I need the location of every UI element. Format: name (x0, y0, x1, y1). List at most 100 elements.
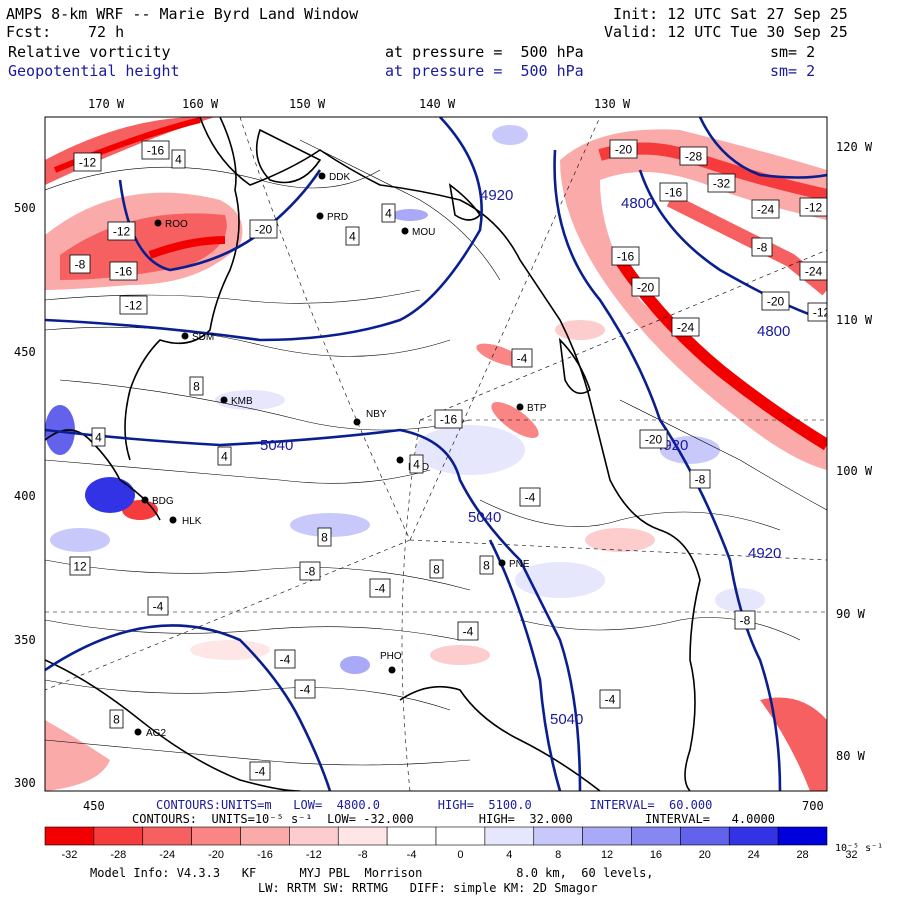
vorticity-label: -20 (767, 295, 785, 309)
vorticity-label-box (274, 649, 296, 669)
station-label: BDG (152, 496, 174, 507)
vorticity-label: -4 (375, 582, 386, 596)
vorticity-label-box (799, 261, 827, 281)
colorbar-tick-label: 24 (748, 849, 760, 861)
vorticity-label-box (73, 152, 102, 172)
pos-patch (492, 125, 528, 145)
vorticity-label-box (107, 221, 136, 241)
vorticity-label: -32 (713, 177, 731, 191)
bottom-tick-label: 450 (83, 799, 105, 813)
coastline-ross (124, 117, 240, 461)
map-layers: ROO DDK PRD MOU SDM KMB NBY HSD BTP PNE … (45, 117, 827, 791)
vorticity-label: -16 (665, 186, 683, 200)
vorticity-label-box (249, 219, 278, 239)
height-label: 4800 (757, 323, 790, 340)
left-tick-label: 500 (14, 201, 36, 215)
vorticity-label: -8 (75, 258, 86, 272)
colorbar-swatch (533, 826, 583, 846)
vorticity-label-box (671, 317, 700, 337)
colorbar-tick-label: 16 (650, 849, 662, 861)
station-dot (396, 456, 404, 464)
right-tick-label: 90 W (836, 607, 865, 621)
height-contour-4920 (45, 117, 483, 342)
vorticity-label: -4 (255, 765, 266, 779)
vorticity-label: -20 (637, 281, 655, 295)
vorticity-label: -24 (757, 203, 775, 217)
vorticity-label-box (294, 679, 316, 699)
colorbar-swatch (582, 826, 632, 846)
colorbar-swatch (337, 826, 388, 846)
station-dot (316, 212, 324, 220)
vorticity-label-box (799, 197, 827, 217)
colorbar-unit: 10⁻⁵ s⁻¹ (835, 843, 884, 854)
vorticity-label: 8 (193, 380, 200, 394)
vorticity-label: 4 (349, 230, 356, 244)
vorticity-label: 4 (221, 450, 228, 464)
vorticity-label: -20 (645, 433, 663, 447)
map-title: AMPS 8-km WRF -- Marie Byrd Land Window (6, 5, 359, 23)
vorticity-label: -4 (605, 693, 616, 707)
neg-band-sw (45, 720, 110, 791)
station-label: PNE (509, 559, 530, 570)
vorticity-label-box (317, 527, 332, 547)
station-markers (134, 172, 524, 736)
vorticity-label: -20 (615, 143, 633, 157)
vorticity-label: 12 (73, 560, 87, 574)
model-info: Model Info: V4.3.3 KF MYJ PBL Morrison 8… (90, 866, 654, 880)
vorticity-label-box (599, 689, 621, 709)
vorticity-label: 8 (321, 531, 328, 545)
vorticity-label-box (429, 559, 444, 579)
colorbar-swatch (777, 826, 828, 846)
pos-patch (45, 405, 75, 455)
vorticity-label-box (611, 246, 640, 266)
colorbar-swatch (191, 826, 241, 846)
vorticity-label: -16 (147, 144, 165, 158)
height-label: 5040 (550, 711, 583, 728)
station-dot (141, 496, 149, 504)
colorbar-tick-label: -12 (306, 849, 322, 861)
neg-patch (491, 401, 539, 439)
vorticity-label: -4 (525, 491, 536, 505)
vorticity-label: -4 (153, 600, 164, 614)
vorticity-label: 4 (95, 431, 102, 445)
vorticity-label: -12 (125, 299, 143, 313)
vorticity-label-box (345, 226, 360, 246)
station-label: PRD (327, 212, 348, 223)
neg-patch (585, 528, 655, 552)
vorticity-label: -8 (695, 473, 706, 487)
vorticity-label-box (409, 454, 424, 474)
station-dot (169, 516, 177, 524)
vorticity-label-box (751, 237, 773, 257)
vorticity-label-box (511, 348, 533, 368)
right-tick-label: 100 W (836, 464, 873, 478)
colorbar-swatch (728, 826, 779, 846)
coastline (45, 117, 701, 791)
colorbar-tick-label: 20 (699, 849, 711, 861)
vorticity-label-box (369, 578, 391, 598)
colorbar-tick-label: -32 (61, 849, 77, 861)
vorticity-label-box (171, 149, 186, 169)
forecast-label: Fcst: (6, 23, 52, 41)
vorticity-label: -12 (79, 156, 97, 170)
vorticity-label-box (109, 261, 138, 281)
vorticity-label-box (109, 709, 124, 729)
vorticity-label: -4 (517, 352, 528, 366)
field1-smooth: sm= 2 (770, 43, 816, 61)
vorticity-label-box (761, 291, 790, 311)
pos-patch (515, 562, 605, 598)
vorticity-label: -24 (805, 265, 823, 279)
colorbar-tick-label: -24 (159, 849, 175, 861)
height-contour-4800 (638, 169, 827, 322)
top-tick-label: 160 W (182, 97, 219, 111)
pos-patch (290, 513, 370, 537)
colorbar-swatch (680, 826, 730, 846)
top-tick-label: 150 W (289, 97, 326, 111)
vorticity-label-box (479, 555, 494, 575)
colorbar-swatch (44, 826, 95, 846)
colorbar-tick-label: -4 (407, 849, 417, 861)
field2-name: Geopotential height (8, 62, 180, 80)
colorbar-tick-label: 4 (506, 849, 512, 861)
vorticity-label: -4 (463, 625, 474, 639)
island (448, 183, 482, 221)
height-contours (45, 117, 827, 791)
